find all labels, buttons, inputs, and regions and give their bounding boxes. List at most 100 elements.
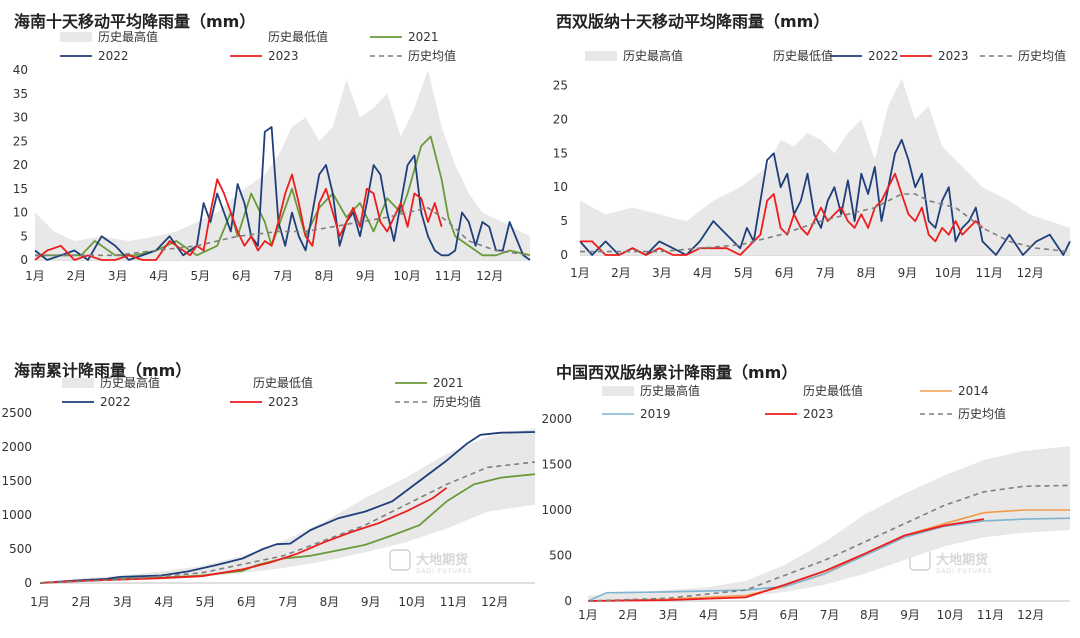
x-tick-label: 6月 (237, 595, 257, 609)
x-tick-label: 2月 (611, 266, 631, 280)
series-hist-max-band (40, 427, 535, 583)
series-line-2019 (587, 517, 1071, 602)
legend-swatch (62, 378, 94, 388)
legend-swatch (230, 32, 262, 42)
chart-hainan-cumulative: 海南累计降雨量（mm） 0 500 1000 1500 2000 2500 1月 2月 3月 4月… (0, 319, 540, 638)
x-tick-label: 7月 (273, 269, 293, 283)
series-hist-max-band (580, 78, 1070, 256)
y-tick-label: 20 (553, 112, 568, 126)
x-tick-label: 4月 (693, 266, 713, 280)
legend-swatch (60, 32, 92, 42)
x-tick-label: 7月 (820, 608, 840, 622)
y-tick-label: 0 (560, 248, 568, 262)
x-tick-label: 3月 (113, 595, 133, 609)
y-tick-label: 500 (549, 549, 572, 563)
x-tick-label: 1月 (25, 269, 45, 283)
x-tick-label: 8月 (857, 266, 877, 280)
x-tick-label: 11月 (977, 608, 1004, 622)
x-tick-label: 5月 (196, 595, 216, 609)
chart-title: 西双版纳十天移动平均降雨量（mm） (556, 12, 830, 31)
watermark-name: 大地期货 (936, 552, 988, 568)
x-tick-label: 5月 (739, 608, 759, 622)
chart-hainan-10day: 海南十天移动平均降雨量（mm） 0 5 10 15 20 25 30 35 40 1月 2月 3月 4月… (0, 0, 540, 319)
series-line-历史均值 (39, 461, 536, 584)
watermark-logo-icon (389, 549, 411, 571)
x-axis: 1月 2月 3月 4月 5月 6月 7月 8月 9月 10月 11月 12月 (25, 269, 503, 283)
series-line-2023 (39, 487, 448, 584)
y-tick-label: 1500 (1, 474, 32, 488)
y-tick-label: 40 (13, 63, 28, 77)
legend-label: 历史最高值 (640, 383, 700, 398)
y-tick-label: 2000 (1, 440, 32, 454)
y-tick-label: 35 (13, 87, 28, 101)
legend-label: 历史最低值 (773, 48, 833, 63)
series-line-2022 (34, 126, 531, 261)
x-tick-label: 8月 (320, 595, 340, 609)
legend-label: 2021 (433, 376, 464, 390)
x-tick-label: 6月 (775, 266, 795, 280)
chart-canvas: 0 5 10 15 20 25 30 35 40 1月 2月 3月 4月 5月 6月 7月 8月 9月 10月 11月… (13, 29, 531, 283)
series-line-历史均值 (580, 193, 1071, 253)
x-axis: 1月 2月 3月 4月 5月 6月 7月 8月 9月 10月 11月 12月 (30, 595, 508, 609)
legend-label: 历史最高值 (623, 48, 683, 63)
x-axis: 1月 2月 3月 4月 5月 6月 7月 8月 9月 10月 11月 12月 (578, 608, 1044, 622)
legend-label: 2022 (98, 49, 129, 63)
watermark-sub: DADI FUTURES (936, 568, 993, 575)
x-tick-label: 12月 (481, 595, 508, 609)
legend-label: 历史均值 (408, 48, 456, 63)
y-tick-label: 0 (20, 253, 28, 267)
series-hist-max-band (588, 446, 1070, 601)
chart-title: 海南十天移动平均降雨量（mm） (14, 12, 256, 31)
y-tick-label: 5 (20, 229, 28, 243)
legend-label: 2022 (868, 49, 899, 63)
watermark-name: 大地期货 (416, 552, 468, 568)
legend-label: 2023 (268, 395, 299, 409)
x-tick-label: 8月 (315, 269, 335, 283)
y-axis: 0 500 1000 1500 2000 2500 (1, 406, 32, 590)
legend-label: 2021 (408, 30, 439, 44)
x-tick-label: 7月 (816, 266, 836, 280)
chart-title: 中国西双版纳累计降雨量（mm） (556, 363, 798, 382)
plot-area (579, 78, 1071, 256)
y-tick-label: 0 (24, 576, 32, 590)
watermark-sub: DADI FUTURES (416, 568, 473, 575)
y-tick-label: 1000 (1, 508, 32, 522)
y-tick-label: 500 (9, 542, 32, 556)
chart-canvas: 0 500 1000 1500 2000 2500 1月 2月 3月 4月 5月 6月 7月 8月 9月 10… (1, 375, 536, 609)
x-tick-label: 6月 (232, 269, 252, 283)
legend-label: 2019 (640, 407, 671, 421)
x-tick-label: 1月 (578, 608, 598, 622)
chart-canvas: 05101520251月2月3月4月5月6月7月8月9月10月11月12月大地期… (553, 48, 1071, 280)
x-tick-label: 11月 (440, 595, 467, 609)
x-tick-label: 4月 (149, 269, 169, 283)
x-tick-label: 9月 (900, 608, 920, 622)
y-tick-label: 15 (553, 146, 568, 160)
x-tick-label: 10月 (393, 269, 420, 283)
x-tick-label: 12月 (476, 269, 503, 283)
plot-area (587, 446, 1071, 602)
x-tick-label: 10月 (935, 266, 962, 280)
x-tick-label: 9月 (898, 266, 918, 280)
y-tick-label: 2500 (1, 406, 32, 420)
legend-swatch (215, 378, 247, 388)
y-tick-label: 2000 (541, 412, 572, 426)
x-tick-label: 10月 (398, 595, 425, 609)
x-tick-label: 2月 (67, 269, 87, 283)
x-tick-label: 9月 (356, 269, 376, 283)
series-hist-max-band (35, 70, 530, 260)
legend-label: 历史最低值 (268, 29, 328, 44)
x-tick-label: 4月 (699, 608, 719, 622)
legend-swatch (602, 386, 634, 396)
y-tick-label: 25 (553, 79, 568, 93)
legend-label: 历史最高值 (98, 29, 158, 44)
series-line-历史均值 (35, 207, 531, 257)
y-tick-label: 5 (560, 214, 568, 228)
x-tick-label: 1月 (570, 266, 590, 280)
y-tick-label: 30 (13, 111, 28, 125)
y-tick-label: 25 (13, 134, 28, 148)
legend-label: 2014 (958, 384, 989, 398)
series-line-2023 (34, 173, 443, 261)
x-tick-label: 1月 (30, 595, 50, 609)
series-line-2022 (579, 138, 1071, 256)
